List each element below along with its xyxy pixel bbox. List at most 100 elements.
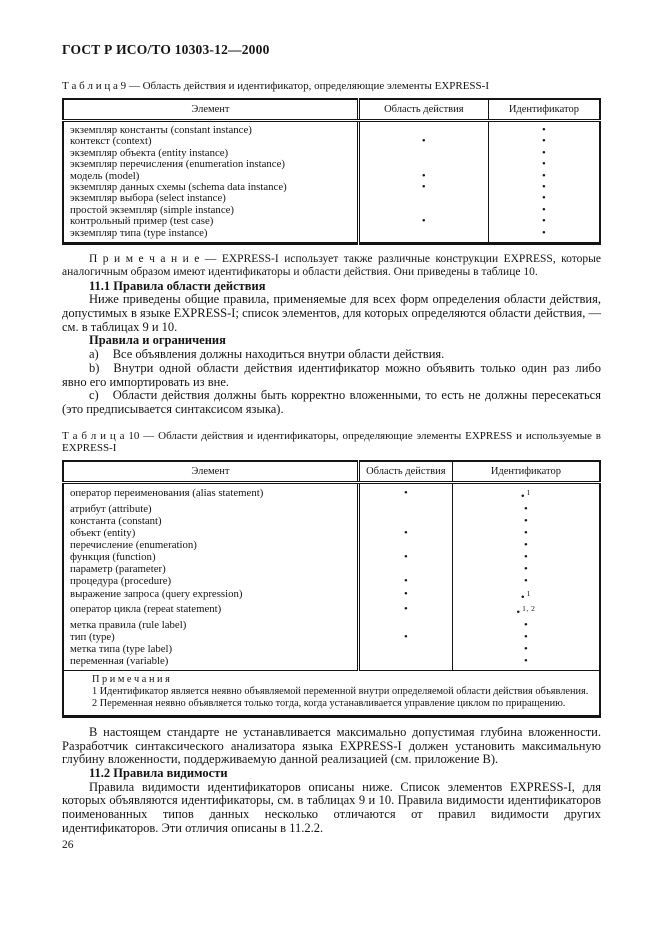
scope-marker-cell: • <box>356 631 453 644</box>
element-name-cell: метка типа (type label) <box>70 643 173 656</box>
nesting-depth-paragraph: В настоящем стандарте не устанавливается… <box>62 724 601 767</box>
table-row: атрибут (attribute) • <box>63 502 600 515</box>
rule-item-c: c) Области действия должны быть корректно… <box>62 388 601 416</box>
table-row: модель (model) • • <box>63 169 600 183</box>
element-name-cell: метка правила (rule label) <box>70 618 187 631</box>
table10: Элемент Область действия Идентификатор о… <box>62 459 601 718</box>
scope-marker-cell: • <box>356 170 489 183</box>
element-name-cell: константа (constant) <box>70 514 162 527</box>
scope-marker-cell <box>356 120 489 137</box>
identifier-marker-cell: • <box>451 514 600 528</box>
scope-marker-cell <box>356 539 453 552</box>
table-row: экземпляр выбора (select instance) • <box>63 192 600 205</box>
element-name-cell: выражение запроса (query expression) <box>70 587 243 600</box>
table10-column-header-identifier: Идентификатор <box>451 460 600 485</box>
element-name-cell: переменная (variable) <box>70 655 169 668</box>
element-name-cell: функция (function) <box>70 551 156 564</box>
footnote-reference: 1 <box>526 488 531 498</box>
scope-marker-cell <box>356 643 453 656</box>
scope-marker-cell <box>356 563 453 576</box>
identifier-marker-cell: • <box>487 120 600 137</box>
rule-item-b: b) Внутри одной области действия идентифи… <box>62 360 601 389</box>
table10-header-row: Элемент Область действия Идентификатор <box>63 460 600 485</box>
rule-item-label: c) <box>89 388 99 403</box>
identifier-marker-cell: • 1 <box>451 587 600 604</box>
element-name-cell: экземпляр типа (type instance) <box>70 226 208 239</box>
footnote-reference: 1 <box>526 588 531 598</box>
table9-column-header-element: Элемент <box>63 98 359 122</box>
scope-marker-cell: • <box>356 575 453 588</box>
footnote-reference: 1, 2 <box>522 604 536 614</box>
scope-marker-cell: • <box>356 482 453 503</box>
identifier-marker-cell: • <box>487 135 600 148</box>
rule-item-label: a) <box>89 347 99 362</box>
table-row: оператор переименования (alias statement… <box>63 482 600 503</box>
identifier-marker-cell: • <box>451 575 600 588</box>
scope-marker-cell: • <box>356 181 489 194</box>
scope-marker-cell <box>356 204 489 217</box>
table10-column-header-scope: Область действия <box>356 460 453 485</box>
identifier-marker-cell: • <box>451 655 600 671</box>
table-row: функция (function) • • <box>63 551 600 564</box>
section-11-2-heading: 11.2 Правила видимости <box>89 765 228 780</box>
rule-item-text: Области действия должны быть корректно в… <box>62 388 601 416</box>
identifier-marker-cell: • <box>487 227 600 244</box>
element-name-cell: экземпляр константы (constant instance) <box>70 124 252 136</box>
table-row: экземпляр типа (type instance) • <box>63 226 600 244</box>
document-header-title: ГОСТ Р ИСО/ТО 10303-12—2000 <box>62 42 270 57</box>
element-name-cell: экземпляр перечисления (enumeration inst… <box>70 158 285 171</box>
scope-marker-cell: • <box>356 603 453 619</box>
identifier-marker-cell: • 1 <box>451 482 600 503</box>
identifier-marker-cell: • <box>451 551 600 564</box>
table-row: процедура (procedure) • • <box>63 575 600 588</box>
table10-caption: Т а б л и ц а 10 — Области действия и ид… <box>62 429 601 455</box>
scope-marker-cell <box>356 193 489 205</box>
table-notes-heading: П р и м е ч а н и я <box>92 674 170 686</box>
element-name-cell: простой экземпляр (simple instance) <box>70 203 234 216</box>
identifier-marker-cell: • <box>487 193 600 205</box>
element-name-cell: экземпляр данных схемы (schema data inst… <box>70 181 287 194</box>
element-name-cell: параметр (parameter) <box>70 563 166 576</box>
table-row: выражение запроса (query expression) • • 1 <box>63 587 600 604</box>
element-name-cell: контрольный пример (test case) <box>70 215 214 228</box>
element-name-cell: модель (model) <box>70 169 140 182</box>
table9-header-row: Элемент Область действия Идентификатор <box>63 98 600 122</box>
identifier-marker-cell: • <box>487 181 600 194</box>
element-name-cell: контекст (context) <box>70 135 152 148</box>
rule-item-label: b) <box>89 360 100 375</box>
identifier-marker-cell: • <box>487 215 600 228</box>
table-row: параметр (parameter) • <box>63 563 600 576</box>
element-name-cell: атрибут (attribute) <box>70 502 152 515</box>
identifier-marker-cell: • <box>487 147 600 160</box>
scope-marker-cell <box>356 159 489 171</box>
identifier-marker-cell: • <box>451 618 600 631</box>
identifier-marker-cell: • <box>451 502 600 515</box>
rule-item-text: Внутри одной области действия идентифика… <box>62 360 601 389</box>
identifier-marker-cell: • <box>451 643 600 656</box>
element-name-cell: оператор цикла (repeat statement) <box>70 603 222 616</box>
visibility-rules-paragraph: Правила видимости идентификаторов описан… <box>62 779 601 835</box>
table-row: контекст (context) • • <box>63 135 600 148</box>
element-name-cell: тип (type) <box>70 631 115 643</box>
element-name-cell: перечисление (enumeration) <box>70 539 197 552</box>
scope-marker-cell <box>356 618 453 631</box>
table9: Элемент Область действия Идентификатор э… <box>62 97 601 246</box>
identifier-marker-cell: • <box>451 563 600 576</box>
rules-and-restrictions-heading: Правила и ограничения <box>89 333 226 348</box>
scope-marker-cell: • <box>356 135 489 148</box>
table-row: экземпляр перечисления (enumeration inst… <box>63 158 600 171</box>
identifier-marker-cell: • <box>451 539 600 552</box>
identifier-marker-cell: • <box>487 158 600 171</box>
element-name-cell: экземпляр объекта (entity instance) <box>70 146 229 159</box>
table-note-1: 1 Идентификатор является неявно объявляе… <box>92 686 589 698</box>
table10-column-header-element: Элемент <box>63 460 359 485</box>
table10-notes-row: П р и м е ч а н и я 1 Идентификатор явля… <box>63 670 600 717</box>
table-row: метка правила (rule label) • <box>63 618 600 631</box>
document-page: ГОСТ Р ИСО/ТО 10303-12—2000 Т а б л и ц … <box>62 42 601 851</box>
section-11-1-intro: Ниже приведены общие правила, применяемы… <box>62 292 601 334</box>
scope-marker-cell: • <box>356 527 453 540</box>
table-row: тип (type) • • <box>63 631 600 644</box>
element-name-cell: экземпляр выбора (select instance) <box>70 192 226 205</box>
table9-column-header-scope: Область действия <box>356 98 489 122</box>
scope-marker-cell: • <box>356 215 489 228</box>
